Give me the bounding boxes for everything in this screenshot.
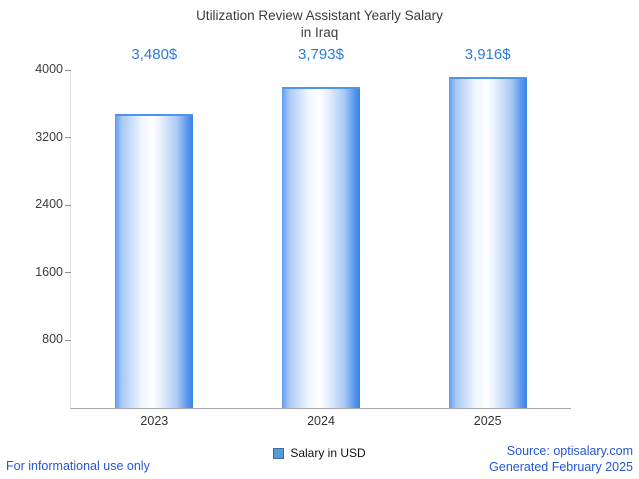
legend-label: Salary in USD (290, 446, 366, 460)
bar-2024 (282, 87, 360, 408)
generated-date: Generated February 2025 (489, 460, 633, 474)
chart-title-line2: in Iraq (300, 25, 339, 40)
x-axis-label: 2024 (307, 414, 335, 428)
y-axis-label: 1600 (35, 264, 63, 279)
x-axis-label: 2023 (140, 414, 169, 428)
bar-2023 (115, 114, 194, 408)
y-axis-tick (65, 272, 71, 274)
x-axis-label: 2025 (473, 414, 502, 428)
y-axis-label: 4000 (35, 62, 63, 76)
source-block: Source: optisalary.com Generated Februar… (489, 443, 633, 475)
y-axis-label: 2400 (35, 197, 63, 212)
y-axis-tick (65, 137, 71, 139)
chart-title-line1: Utilization Review Assistant Yearly Sala… (196, 8, 443, 23)
y-axis-tick (65, 339, 71, 341)
legend: Salary in USD (0, 446, 639, 460)
y-axis-label: 800 (42, 332, 63, 347)
bar-value-label: 3,916$ (464, 46, 511, 63)
legend-swatch-icon (273, 447, 285, 459)
bar-value-label: 3,793$ (298, 46, 344, 63)
y-axis-tick (65, 204, 71, 206)
bar-value-label: 3,480$ (131, 46, 178, 63)
informational-note: For informational use only (6, 459, 150, 473)
plot-area: 800 1600 2400 3200 4000 3,480$ 2023 3,793$ 2024 3… (35, 46, 571, 428)
bar-2025 (448, 77, 527, 408)
y-axis-label: 3200 (35, 129, 63, 144)
y-axis-tick (65, 69, 71, 71)
chart-title: Utilization Review Assistant Yearly Sala… (0, 7, 639, 41)
source-link[interactable]: Source: optisalary.com (506, 444, 633, 458)
